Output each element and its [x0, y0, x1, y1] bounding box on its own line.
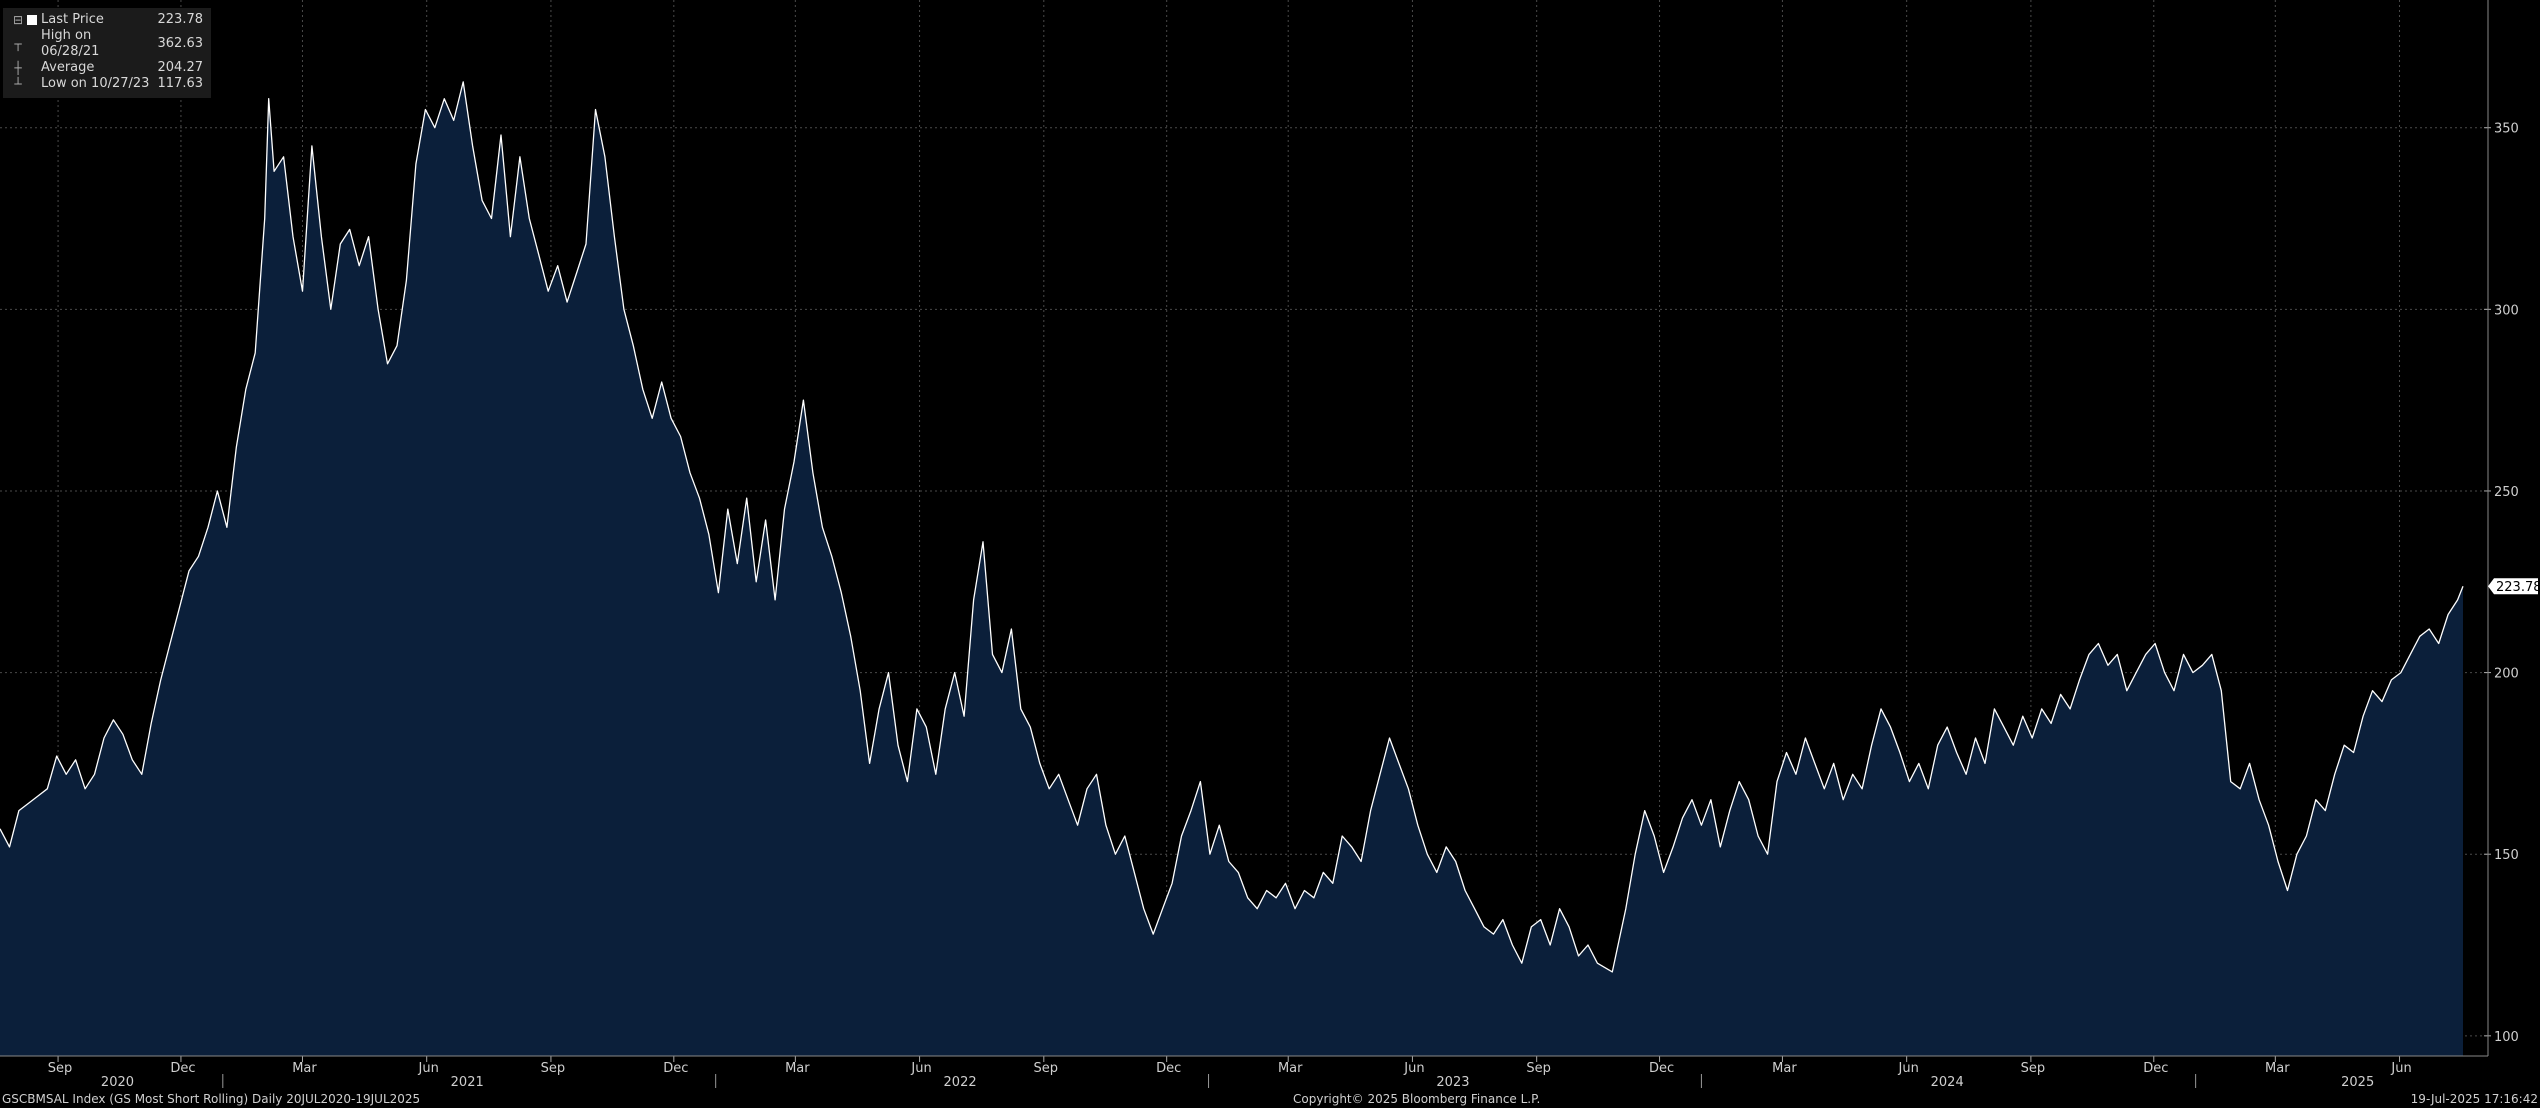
price-line — [0, 81, 2464, 973]
year-label: 2023 — [1436, 1075, 1469, 1090]
legend-label: High on 06/28/21 — [41, 28, 100, 59]
x-tick-label: Dec — [2143, 1061, 2168, 1076]
x-tick-label: Jun — [2390, 1061, 2411, 1076]
x-tick-label: Mar — [2265, 1061, 2290, 1076]
x-tick-label: Mar — [785, 1061, 810, 1076]
x-tick-label: Dec — [1649, 1061, 1674, 1076]
axis-layer: 100 150 200 250 300 350 Sep Dec Mar Jun Sep Dec Mar J… — [0, 0, 2519, 1090]
x-tick-label: Mar — [1772, 1061, 1797, 1076]
x-tick-label: Jun — [418, 1061, 439, 1076]
legend-item-low: ┴ Low on 10/27/23 117.63 — [11, 76, 203, 92]
year-label: 2021 — [451, 1075, 484, 1090]
legend-item-last-price: ⊟ Last Price 223.78 — [11, 12, 203, 28]
y-tick-label: 100 — [2494, 1030, 2519, 1045]
x-tick-label: Sep — [1526, 1061, 1551, 1076]
y-tick-label: 300 — [2494, 303, 2519, 318]
average-marker-icon: ┼ — [14, 61, 22, 75]
legend-label: Last Price — [41, 12, 104, 27]
legend-toggle-icon[interactable]: ⊟ — [12, 13, 24, 27]
legend-item-high: ┬ High on 06/28/21 362.63 — [11, 28, 203, 60]
legend-swatch — [27, 15, 37, 25]
last-price-tag-bg — [2488, 578, 2538, 595]
x-tick-label: Sep — [2021, 1061, 2046, 1076]
legend-value: 117.63 — [157, 76, 204, 91]
year-label: 2022 — [944, 1075, 977, 1090]
legend-label: Average — [41, 60, 95, 75]
x-tick-label: Dec — [1156, 1061, 1181, 1076]
legend-item-average: ┼ Average 204.27 — [11, 60, 203, 76]
year-label: 2020 — [101, 1075, 134, 1090]
y-tick-label: 150 — [2494, 848, 2519, 863]
legend: ⊟ Last Price 223.78 ┬ High on 06/28/21 3… — [3, 8, 211, 98]
x-tick-label: Jun — [910, 1061, 931, 1076]
x-tick-label: Dec — [170, 1061, 195, 1076]
x-tick-label: Jun — [1898, 1061, 1919, 1076]
x-tick-label: Mar — [292, 1061, 317, 1076]
low-marker-icon: ┴ — [14, 77, 22, 91]
last-price-tag-label: 223.78 — [2496, 580, 2540, 595]
x-tick-label: Mar — [1278, 1061, 1303, 1076]
x-tick-label: Sep — [1034, 1061, 1059, 1076]
legend-value: 223.78 — [157, 12, 204, 27]
y-tick-label: 350 — [2494, 122, 2519, 137]
x-tick-label: Sep — [48, 1061, 73, 1076]
x-tick-label: Dec — [663, 1061, 688, 1076]
footer-ticker: GSCBMSAL Index (GS Most Short Rolling) D… — [2, 1092, 421, 1106]
price-area-fill — [0, 81, 2463, 1056]
high-marker-icon: ┬ — [14, 37, 22, 51]
footer-copyright: Copyright© 2025 Bloomberg Finance L.P. — [1293, 1092, 1541, 1106]
y-tick-label: 250 — [2494, 485, 2519, 500]
x-tick-label: Jun — [1403, 1061, 1424, 1076]
legend-label: Low on 10/27/23 — [41, 76, 150, 91]
y-tick-label: 200 — [2494, 667, 2519, 682]
year-label: 2025 — [2341, 1075, 2374, 1090]
legend-value: 362.63 — [157, 36, 204, 51]
legend-value: 204.27 — [157, 60, 204, 75]
last-price-tag: 223.78 — [2488, 578, 2540, 595]
year-label: 2024 — [1931, 1075, 1964, 1090]
footer-timestamp: 19-Jul-2025 17:16:42 — [2410, 1092, 2538, 1106]
x-tick-label: Sep — [541, 1061, 566, 1076]
